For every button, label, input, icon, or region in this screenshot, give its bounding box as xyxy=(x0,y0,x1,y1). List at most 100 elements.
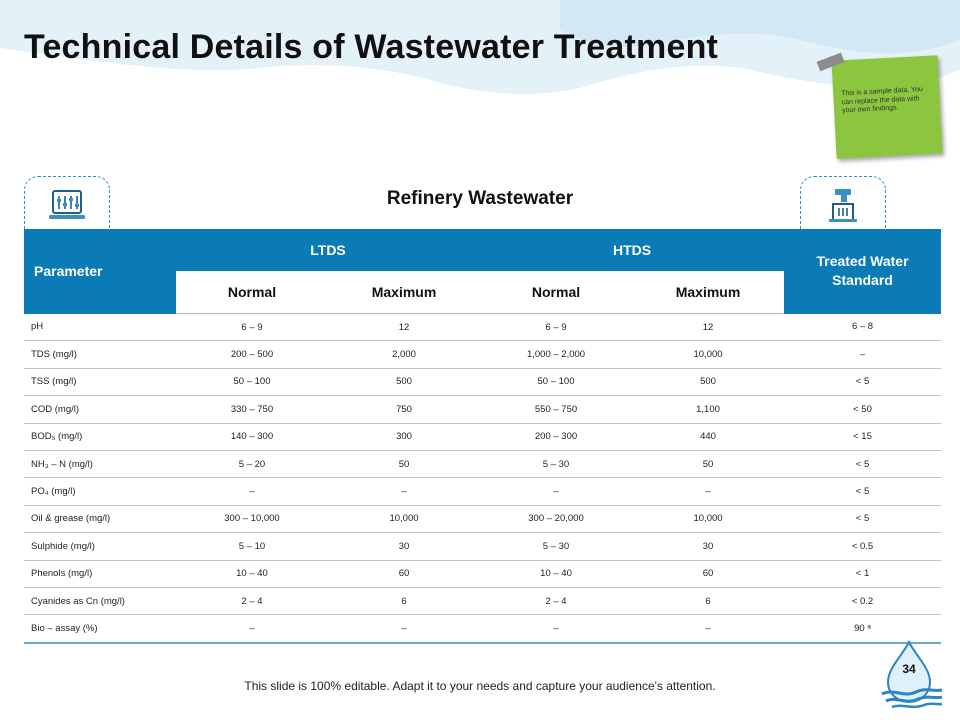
parameter-cell: TSS (mg/l) xyxy=(24,368,176,397)
table-row: COD (mg/l) 330 – 750 750 550 – 750 1,100… xyxy=(24,395,942,424)
background-wave xyxy=(0,0,960,95)
page-number: 34 xyxy=(902,662,916,676)
ltds-maximum-cell: 12 xyxy=(328,313,481,342)
htds-normal-cell: 50 – 100 xyxy=(480,368,633,397)
htds-normal-cell: 10 – 40 xyxy=(480,560,633,588)
sticky-note-text: This is a sample data. You can replace t… xyxy=(841,86,924,115)
ltds-normal-cell: – xyxy=(176,614,328,644)
table-row: NH₃ – N (mg/l) 5 – 20 50 5 – 30 50 < 5 xyxy=(24,450,942,479)
parameter-cell: TDS (mg/l) xyxy=(24,340,176,369)
ltds-maximum-header: Maximum xyxy=(328,271,481,314)
parameter-cell: NH₃ – N (mg/l) xyxy=(24,450,176,479)
treated-standard-cell: < 1 xyxy=(784,560,942,588)
sticky-note: This is a sample data. You can replace t… xyxy=(816,52,943,159)
parameter-cell: PO₄ (mg/l) xyxy=(24,477,176,506)
water-tap-icon-box xyxy=(800,176,886,229)
treated-standard-cell: < 5 xyxy=(784,477,942,506)
ltds-maximum-cell: 6 xyxy=(328,587,481,616)
ltds-maximum-cell: – xyxy=(328,614,481,644)
computer-icon-box xyxy=(24,176,110,229)
ltds-maximum-cell: 750 xyxy=(328,395,481,424)
footer-text: This slide is 100% editable. Adapt it to… xyxy=(244,679,716,693)
treated-standard-cell: – xyxy=(784,340,942,369)
table-row: Cyanides as Cn (mg/l) 2 – 4 6 2 – 4 6 < … xyxy=(24,587,942,616)
htds-maximum-cell: 60 xyxy=(632,560,785,588)
treated-standard-cell: < 5 xyxy=(784,505,942,534)
htds-normal-cell: – xyxy=(480,614,633,644)
table-row: PO₄ (mg/l) – – – – < 5 xyxy=(24,477,942,506)
parameter-header: Parameter xyxy=(24,229,176,314)
ltds-maximum-cell: 30 xyxy=(328,532,481,561)
slide-title: Technical Details of Wastewater Treatmen… xyxy=(24,28,719,66)
htds-normal-cell: – xyxy=(480,477,633,506)
htds-maximum-cell: 10,000 xyxy=(632,505,785,534)
parameter-cell: pH xyxy=(24,313,176,342)
parameter-cell: BOD₅ (mg/l) xyxy=(24,423,176,451)
ltds-normal-cell: 200 – 500 xyxy=(176,340,328,369)
htds-maximum-cell: – xyxy=(632,477,785,506)
water-tap-icon xyxy=(829,189,857,222)
htds-normal-cell: 5 – 30 xyxy=(480,450,633,479)
htds-maximum-cell: 30 xyxy=(632,532,785,561)
ltds-normal-cell: 10 – 40 xyxy=(176,560,328,588)
water-drop-icon xyxy=(881,640,943,709)
htds-normal-header: Normal xyxy=(480,271,633,314)
treated-standard-cell: < 0.5 xyxy=(784,532,942,561)
ltds-normal-cell: – xyxy=(176,477,328,506)
ltds-header: LTDS xyxy=(176,229,481,271)
ltds-normal-cell: 5 – 20 xyxy=(176,450,328,479)
htds-maximum-cell: 6 xyxy=(632,587,785,616)
parameter-cell: Sulphide (mg/l) xyxy=(24,532,176,561)
treated-standard-cell: < 0.2 xyxy=(784,587,942,616)
table-row: TSS (mg/l) 50 – 100 500 50 – 100 500 < 5 xyxy=(24,368,942,397)
header-row-groups: Parameter LTDS HTDS Treated Water Standa… xyxy=(24,229,942,314)
ltds-normal-cell: 50 – 100 xyxy=(176,368,328,397)
htds-maximum-header: Maximum xyxy=(632,271,785,314)
ltds-maximum-cell: 10,000 xyxy=(328,505,481,534)
table-row: TDS (mg/l) 200 – 500 2,000 1,000 – 2,000… xyxy=(24,340,942,369)
treated-standard-cell: < 50 xyxy=(784,395,942,424)
wastewater-table: Parameter LTDS HTDS Treated Water Standa… xyxy=(24,229,942,644)
ltds-maximum-cell: 60 xyxy=(328,560,481,588)
htds-normal-cell: 550 – 750 xyxy=(480,395,633,424)
parameter-cell: Cyanides as Cn (mg/l) xyxy=(24,587,176,616)
table-row: pH 6 – 9 12 6 – 9 12 6 – 8 xyxy=(24,313,942,342)
htds-normal-cell: 300 – 20,000 xyxy=(480,505,633,534)
ltds-normal-cell: 6 – 9 xyxy=(176,313,328,342)
ltds-normal-cell: 5 – 10 xyxy=(176,532,328,561)
ltds-maximum-cell: – xyxy=(328,477,481,506)
htds-maximum-cell: 50 xyxy=(632,450,785,479)
ltds-maximum-cell: 50 xyxy=(328,450,481,479)
ltds-normal-cell: 140 – 300 xyxy=(176,423,328,451)
htds-maximum-cell: 12 xyxy=(632,313,785,342)
ltds-normal-header: Normal xyxy=(176,271,328,314)
htds-maximum-cell: 500 xyxy=(632,368,785,397)
ltds-normal-cell: 330 – 750 xyxy=(176,395,328,424)
header-row-subcolumns: Normal Maximum Normal Maximum xyxy=(24,271,941,314)
ltds-maximum-cell: 500 xyxy=(328,368,481,397)
treated-water-standard-header: Treated Water Standard xyxy=(784,229,942,314)
htds-maximum-cell: 1,100 xyxy=(632,395,785,424)
ltds-normal-cell: 2 – 4 xyxy=(176,587,328,616)
table-row: BOD₅ (mg/l) 140 – 300 300 200 – 300 440 … xyxy=(24,423,942,451)
table-row: Sulphide (mg/l) 5 – 10 30 5 – 30 30 < 0.… xyxy=(24,532,942,561)
htds-normal-cell: 1,000 – 2,000 xyxy=(480,340,633,369)
htds-normal-cell: 2 – 4 xyxy=(480,587,633,616)
treated-standard-cell: < 5 xyxy=(784,450,942,479)
treated-standard-cell: < 15 xyxy=(784,423,942,451)
htds-normal-cell: 200 – 300 xyxy=(480,423,633,451)
table-row: Phenols (mg/l) 10 – 40 60 10 – 40 60 < 1 xyxy=(24,560,942,588)
htds-maximum-cell: 10,000 xyxy=(632,340,785,369)
ltds-maximum-cell: 2,000 xyxy=(328,340,481,369)
table-row: Oil & grease (mg/l) 300 – 10,000 10,000 … xyxy=(24,505,942,534)
ltds-normal-cell: 300 – 10,000 xyxy=(176,505,328,534)
ltds-maximum-cell: 300 xyxy=(328,423,481,451)
parameter-cell: COD (mg/l) xyxy=(24,395,176,424)
parameter-cell: Bio – assay (%) xyxy=(24,614,176,644)
htds-normal-cell: 5 – 30 xyxy=(480,532,633,561)
treated-standard-cell: < 5 xyxy=(784,368,942,397)
htds-maximum-cell: 440 xyxy=(632,423,785,451)
parameter-cell: Phenols (mg/l) xyxy=(24,560,176,588)
htds-header: HTDS xyxy=(480,229,785,271)
table-row: Bio – assay (%) – – – – 90 ᵃ xyxy=(24,614,942,644)
